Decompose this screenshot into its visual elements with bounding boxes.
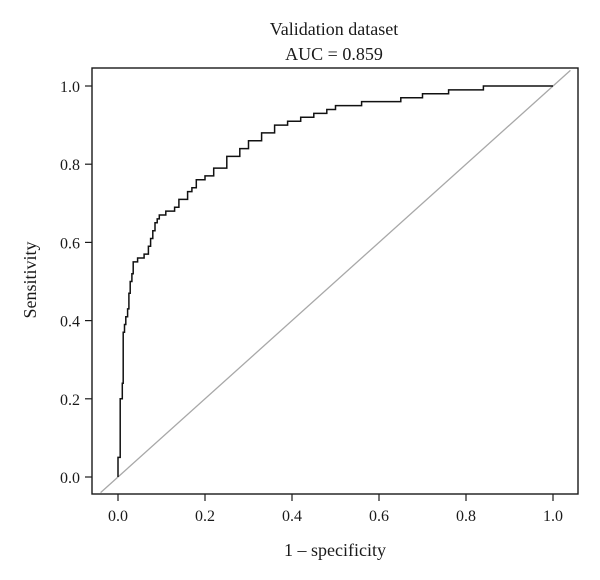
y-axis-label: Sensitivity	[20, 241, 40, 318]
reference-diagonal-line	[100, 69, 571, 494]
plot-area: 0.0 0.2 0.4 0.6 0.8 1.0 0.0 0.2 0.4 0.6 0.8 1.0	[60, 67, 579, 525]
x-tick-label: 1.0	[543, 508, 563, 525]
y-tick-label: 0.8	[60, 157, 80, 174]
y-tick-label: 1.0	[60, 79, 80, 96]
chart-title: Validation dataset	[270, 19, 398, 39]
y-tick-label: 0.6	[60, 235, 80, 252]
y-tick-label: 0.2	[60, 392, 80, 409]
y-tick-label: 0.4	[60, 314, 80, 331]
y-tick-label: 0.0	[60, 470, 80, 487]
x-tick-label: 0.6	[369, 508, 389, 525]
chart-subtitle: AUC = 0.859	[285, 44, 383, 64]
roc-curve	[117, 85, 553, 477]
x-tick-label: 0.8	[456, 508, 476, 525]
x-tick-label: 0.4	[282, 508, 302, 525]
plot-frame	[91, 67, 579, 495]
x-tick-label: 0.0	[108, 508, 128, 525]
x-axis-label: 1 – specificity	[284, 540, 386, 560]
x-tick-label: 0.2	[195, 508, 215, 525]
